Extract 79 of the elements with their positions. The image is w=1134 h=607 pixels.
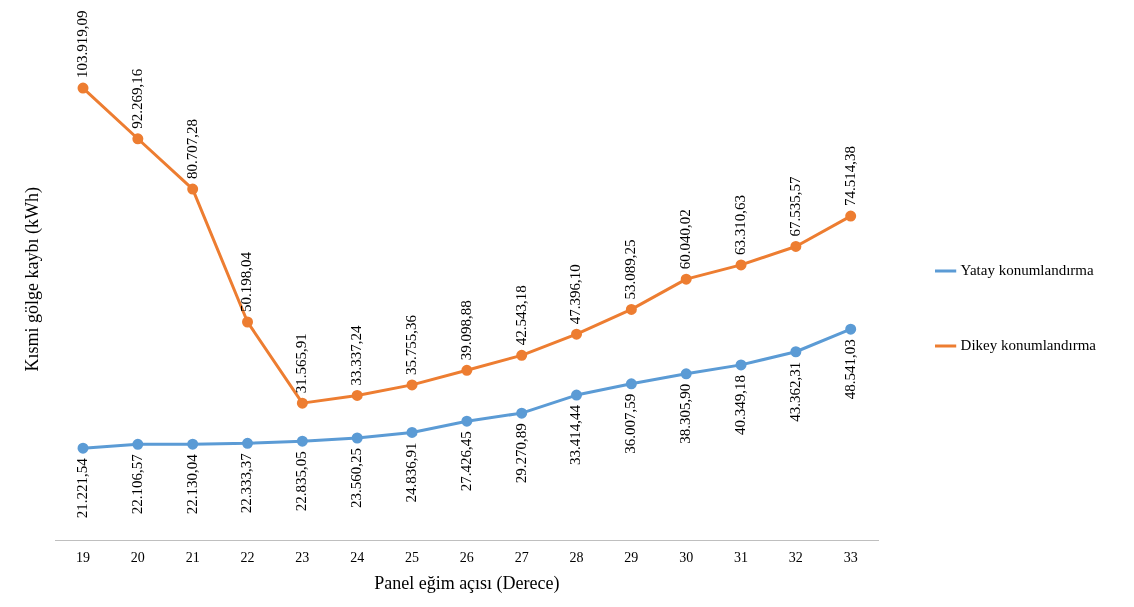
data-label: 35.755,36 [402, 314, 419, 375]
point [845, 323, 857, 335]
point [680, 273, 692, 285]
data-label: 22.106,57 [128, 453, 145, 515]
data-label: 27.426,45 [457, 431, 474, 492]
data-label: 23.560,25 [348, 448, 365, 508]
y-axis-title: Kısmi gölge kaybı (kWh) [21, 187, 43, 372]
point [406, 426, 418, 438]
x-tick-label: 32 [788, 549, 803, 565]
data-label: 74.514,38 [841, 146, 858, 207]
data-label: 24.836,91 [402, 442, 419, 503]
x-tick-label: 24 [350, 549, 365, 565]
x-tick-label: 28 [569, 549, 584, 565]
legend-label: Dikey konumlandırma [960, 336, 1097, 353]
x-tick-label: 33 [843, 549, 858, 565]
x-tick-label: 29 [624, 549, 639, 565]
point [516, 407, 528, 419]
point [571, 328, 583, 340]
data-label: 31.565,91 [293, 333, 310, 394]
data-label: 60.040,02 [677, 209, 694, 270]
point [132, 133, 144, 145]
point [516, 349, 528, 361]
x-tick-label: 25 [405, 549, 420, 565]
data-label: 38.305,90 [677, 383, 694, 444]
x-tick-label: 31 [734, 549, 749, 565]
point [351, 432, 363, 444]
x-tick-label: 26 [459, 549, 474, 565]
data-label: 50.198,04 [238, 251, 255, 312]
data-label: 47.396,10 [567, 264, 584, 325]
data-label: 48.541,03 [841, 339, 858, 400]
data-label: 33.414,44 [567, 404, 584, 466]
point [735, 259, 747, 271]
data-label: 43.362,31 [786, 361, 803, 422]
data-label: 53.089,25 [622, 239, 639, 300]
point [571, 389, 583, 401]
point [680, 368, 692, 380]
point [625, 303, 637, 315]
data-label: 92.269,16 [128, 68, 145, 129]
data-label: 22.130,04 [183, 453, 200, 515]
point [296, 435, 308, 447]
legend-label: Yatay konumlandırma [960, 261, 1094, 278]
point [132, 438, 144, 450]
data-label: 80.707,28 [183, 119, 200, 180]
point [187, 438, 199, 450]
x-axis-title: Panel eğim açısı (Derece) [374, 572, 560, 594]
point [187, 183, 199, 195]
point [735, 359, 747, 371]
point [406, 379, 418, 391]
point [77, 442, 89, 454]
point [461, 415, 473, 427]
data-label: 29.270,89 [512, 423, 529, 484]
data-label: 33.337,24 [348, 324, 365, 386]
point [625, 378, 637, 390]
data-label: 103.919,09 [73, 10, 90, 79]
x-tick-label: 27 [514, 549, 529, 565]
point [77, 82, 89, 94]
point [242, 437, 254, 449]
point [461, 364, 473, 376]
x-tick-label: 21 [185, 549, 200, 565]
x-tick-label: 19 [76, 549, 91, 565]
x-tick-label: 30 [679, 549, 694, 565]
point [845, 210, 857, 222]
x-tick-label: 20 [130, 549, 145, 565]
x-tick-label: 22 [240, 549, 255, 565]
point [242, 316, 254, 328]
point [351, 389, 363, 401]
data-label: 22.835,05 [293, 451, 310, 512]
data-label: 21.221,54 [73, 457, 90, 519]
x-tick-label: 23 [295, 549, 310, 565]
data-label: 40.349,18 [731, 374, 748, 435]
data-label: 67.535,57 [786, 175, 803, 237]
data-label: 22.333,37 [238, 452, 255, 514]
data-label: 63.310,63 [731, 194, 748, 255]
point [296, 397, 308, 409]
point [790, 240, 802, 252]
data-label: 39.098,88 [457, 300, 474, 361]
point [790, 346, 802, 358]
data-label: 36.007,59 [622, 393, 639, 454]
data-label: 42.543,18 [512, 285, 529, 346]
